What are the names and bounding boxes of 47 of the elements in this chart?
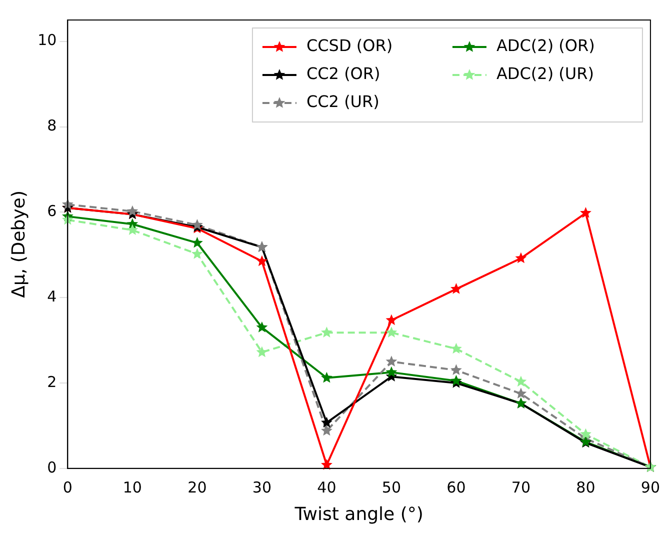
x-axis-title: Twist angle (°)	[294, 504, 424, 525]
y-tick-label: 4	[47, 287, 57, 306]
point	[126, 218, 138, 229]
point	[320, 424, 332, 436]
legend-label: ADC(2) (OR)	[496, 36, 595, 56]
y-axis-title: Δμ, (Debye)	[8, 190, 30, 298]
x-tick-label: 0	[62, 478, 72, 496]
point	[320, 458, 332, 470]
point	[256, 321, 268, 332]
x-tick-label: 20	[188, 478, 207, 496]
x-tick-label: 40	[317, 478, 336, 496]
point	[450, 283, 462, 294]
point	[386, 326, 398, 338]
point	[450, 342, 462, 354]
x-tick-label: 70	[511, 478, 530, 496]
y-tick-label: 6	[47, 202, 57, 220]
point	[320, 416, 332, 428]
y-tick-label: 10	[38, 31, 57, 50]
x-tick-label: 90	[640, 478, 660, 496]
point	[320, 372, 332, 383]
point	[386, 314, 398, 326]
point	[256, 255, 268, 266]
y-tick-label: 8	[47, 116, 57, 135]
point	[515, 376, 527, 387]
point	[386, 356, 398, 366]
x-tick-label: 30	[252, 478, 272, 496]
point	[515, 252, 527, 264]
point	[320, 326, 332, 338]
legend-label: CC2 (UR)	[306, 92, 380, 112]
x-tick-label: 60	[446, 478, 466, 496]
legend-label: CCSD (OR)	[306, 36, 393, 56]
point	[191, 248, 203, 259]
point	[126, 205, 138, 216]
point	[580, 207, 592, 218]
point	[515, 388, 527, 399]
x-tick-label: 50	[382, 478, 401, 496]
point	[580, 428, 592, 440]
x-tick-label: 80	[576, 478, 596, 496]
legend-label: CC2 (OR)	[306, 64, 380, 84]
legend-label: ADC(2) (UR)	[496, 64, 594, 84]
x-tick-label: 10	[122, 478, 142, 496]
point	[386, 366, 398, 378]
point	[126, 224, 138, 235]
point	[450, 364, 462, 376]
y-tick-label: 0	[47, 458, 57, 476]
point	[191, 218, 203, 230]
y-tick-label: 2	[47, 372, 57, 391]
